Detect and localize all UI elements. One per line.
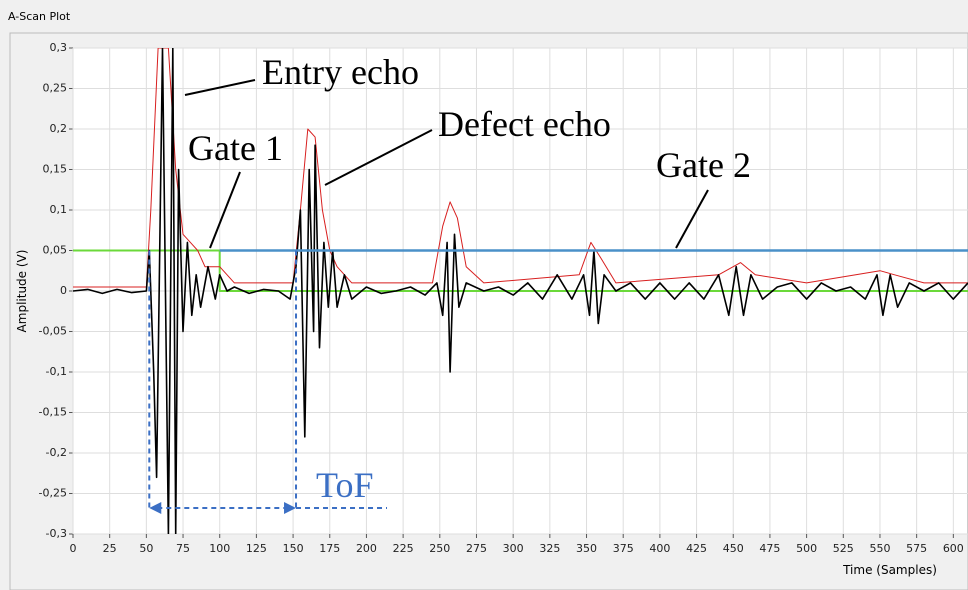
x-tick-label: 125: [246, 542, 267, 555]
y-tick-label: 0,25: [43, 82, 68, 95]
annotation: Gate 1: [188, 128, 283, 168]
x-tick-label: 475: [759, 542, 780, 555]
signal-line: [73, 48, 968, 534]
tof-label: ToF: [316, 465, 374, 505]
y-tick-label: 0,3: [50, 41, 68, 54]
leader-line: [209, 171, 241, 249]
x-tick-label: 225: [393, 542, 414, 555]
y-tick-label: 0,2: [50, 122, 68, 135]
x-tick-label: 400: [649, 542, 670, 555]
x-tick-label: 200: [356, 542, 377, 555]
x-tick-label: 50: [139, 542, 153, 555]
x-tick-label: 375: [613, 542, 634, 555]
x-tick-label: 525: [833, 542, 854, 555]
y-axis-title: Amplitude (V): [15, 250, 29, 333]
x-tick-label: 575: [906, 542, 927, 555]
x-tick-label: 425: [686, 542, 707, 555]
x-tick-label: 550: [869, 542, 890, 555]
x-tick-label: 250: [429, 542, 450, 555]
x-tick-label: 600: [943, 542, 964, 555]
y-tick-label: 0,1: [50, 203, 68, 216]
x-tick-label: 325: [539, 542, 560, 555]
x-axis-title: Time (Samples): [842, 563, 937, 577]
x-tick-label: 450: [723, 542, 744, 555]
y-tick-label: 0,15: [43, 163, 68, 176]
x-tick-label: 500: [796, 542, 817, 555]
y-tick-label: 0: [60, 284, 67, 297]
y-tick-label: -0,2: [46, 446, 67, 459]
annotation: Gate 2: [656, 145, 751, 185]
y-tick-label: 0,05: [43, 244, 68, 257]
x-tick-label: 150: [283, 542, 304, 555]
annotation: Entry echo: [262, 52, 419, 92]
x-tick-label: 100: [209, 542, 230, 555]
chart-title: A-Scan Plot: [8, 10, 71, 23]
y-tick-label: -0,15: [39, 406, 67, 419]
y-tick-label: -0,05: [39, 325, 67, 338]
annotation: Defect echo: [438, 104, 611, 144]
leader-line: [675, 189, 709, 249]
x-tick-label: 25: [103, 542, 117, 555]
y-tick-label: -0,3: [46, 527, 67, 540]
arrow-head: [284, 502, 297, 514]
signal-line: [73, 249, 968, 292]
y-tick-label: -0,25: [39, 487, 67, 500]
x-tick-label: 300: [503, 542, 524, 555]
x-tick-label: 175: [319, 542, 340, 555]
leader-line: [184, 79, 256, 96]
x-tick-label: 75: [176, 542, 190, 555]
leader-line: [324, 129, 433, 186]
y-tick-label: -0,1: [46, 365, 67, 378]
x-tick-label: 0: [70, 542, 77, 555]
x-tick-label: 350: [576, 542, 597, 555]
arrow-head: [149, 502, 162, 514]
x-tick-label: 275: [466, 542, 487, 555]
